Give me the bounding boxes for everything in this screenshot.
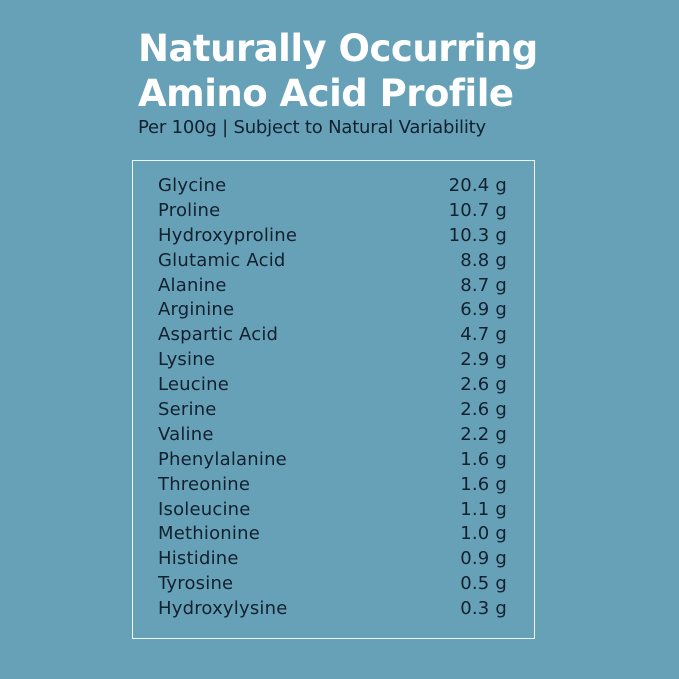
amino-acid-name: Methionine [158, 523, 260, 545]
amino-acid-amount: 0.5 g [460, 573, 507, 595]
amino-acid-name: Arginine [158, 299, 235, 321]
table-row: Glutamic Acid 8.8 g [158, 249, 507, 274]
amino-acid-amount: 8.8 g [460, 249, 507, 271]
table-row: Glycine 20.4 g [158, 174, 507, 199]
amino-acid-amount: 8.7 g [460, 274, 507, 296]
amino-acid-name: Serine [158, 399, 217, 421]
amino-acid-amount: 2.9 g [460, 349, 507, 371]
title: Naturally Occurring Amino Acid Profile [138, 26, 538, 116]
amino-acid-amount: 10.7 g [448, 199, 507, 221]
amino-acid-amount: 4.7 g [460, 324, 507, 346]
table-row: Proline 10.7 g [158, 199, 507, 224]
table-row: Threonine 1.6 g [158, 473, 507, 498]
amino-acid-amount: 2.6 g [460, 374, 507, 396]
table: Glycine 20.4 g Proline 10.7 g Hydroxyproline… [158, 174, 507, 622]
title-line: Amino Acid Profile [138, 72, 514, 115]
amino-acid-name: Hydroxylysine [158, 598, 288, 620]
amino-acid-amount: 0.9 g [460, 548, 507, 570]
table-row: Aspartic Acid 4.7 g [158, 323, 507, 348]
table-row: Alanine 8.7 g [158, 274, 507, 299]
amino-acid-name: Phenylalanine [158, 448, 287, 470]
title-line: Naturally Occurring [138, 27, 538, 70]
table-frame [132, 160, 535, 639]
table-row: Isoleucine 1.1 g [158, 498, 507, 523]
amino-acid-amount: 6.9 g [460, 299, 507, 321]
amino-acid-amount: 0.3 g [460, 598, 507, 620]
amino-acid-name: Valine [158, 423, 214, 445]
amino-acid-name: Threonine [158, 473, 251, 495]
amino-acid-name: Hydroxyproline [158, 224, 298, 246]
amino-acid-amount: 2.6 g [460, 399, 507, 421]
table-row: Histidine 0.9 g [158, 547, 507, 572]
amino-acid-name: Alanine [158, 274, 227, 296]
amino-acid-name: Glycine [158, 175, 227, 196]
table-row: Leucine 2.6 g [158, 373, 507, 398]
table-row: Serine 2.6 g [158, 398, 507, 423]
table-row: Arginine 6.9 g [158, 298, 507, 323]
amino-acid-amount: 10.3 g [448, 224, 507, 246]
amino-acid-name: Leucine [158, 374, 229, 396]
amino-acid-amount: 1.6 g [460, 448, 507, 470]
amino-acid-amount: 1.6 g [460, 473, 507, 495]
subtitle: Per 100g | Subject to Natural Variabilit… [138, 117, 486, 138]
amino-acid-name: Histidine [158, 548, 239, 570]
amino-acid-name: Glutamic Acid [158, 249, 286, 271]
amino-acid-name: Isoleucine [158, 498, 251, 520]
amino-acid-amount: 20.4 g [448, 175, 507, 196]
amino-acid-amount: 2.2 g [460, 423, 507, 445]
table-row: Methionine 1.0 g [158, 522, 507, 547]
table-row: Tyrosine 0.5 g [158, 572, 507, 597]
amino-acid-name: Tyrosine [158, 573, 234, 595]
table-row: Phenylalanine 1.6 g [158, 448, 507, 473]
table-row: Lysine 2.9 g [158, 348, 507, 373]
amino-acid-name: Proline [158, 199, 221, 221]
amino-acid-amount: 1.0 g [460, 523, 507, 545]
amino-acid-name: Lysine [158, 349, 216, 371]
amino-acid-name: Aspartic Acid [158, 324, 279, 346]
table-row: Hydroxylysine 0.3 g [158, 597, 507, 622]
table-row: Valine 2.2 g [158, 423, 507, 448]
amino-acid-amount: 1.1 g [460, 498, 507, 520]
table-row: Hydroxyproline 10.3 g [158, 224, 507, 249]
